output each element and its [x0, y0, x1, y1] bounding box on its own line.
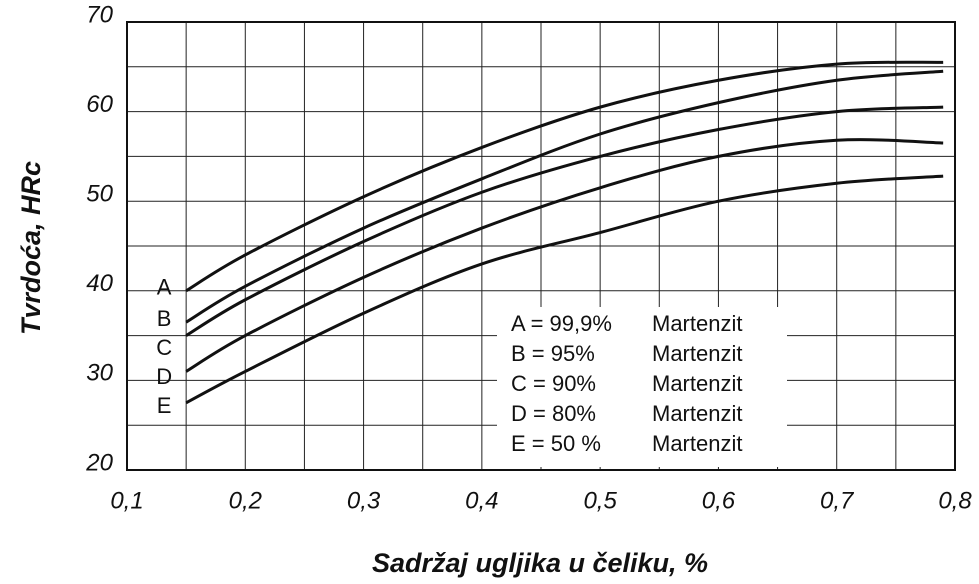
legend-key: B = 95% [511, 341, 595, 366]
curve-label: D [156, 364, 172, 389]
y-tick-label: 30 [86, 360, 113, 387]
legend-key: E = 50 % [511, 431, 601, 456]
curve-label: A [157, 275, 172, 300]
curve-label: B [157, 306, 172, 331]
legend-key: C = 90% [511, 371, 596, 396]
y-tick-label: 60 [86, 91, 113, 118]
line-series [185, 69, 944, 324]
legend-text: Martenzit [652, 311, 742, 336]
legend-text: Martenzit [652, 371, 742, 396]
curve-label: E [157, 393, 172, 418]
y-tick-label: 50 [86, 181, 113, 208]
line-series [185, 174, 944, 405]
x-tick-label: 0,7 [820, 487, 855, 514]
legend-key: A = 99,9% [511, 311, 612, 336]
y-tick-label: 20 [85, 449, 113, 476]
legend-text: Martenzit [652, 341, 742, 366]
plot-frame [126, 21, 956, 471]
y-tick-label: 40 [86, 270, 113, 297]
x-tick-label: 0,5 [583, 487, 617, 514]
x-tick-label: 0,1 [110, 487, 143, 514]
legend-text: Martenzit [652, 401, 742, 426]
x-tick-label: 0,4 [465, 487, 498, 514]
x-tick-label: 0,8 [938, 487, 972, 514]
line-series [185, 105, 944, 337]
line-series [185, 60, 944, 293]
x-tick-label: 0,2 [229, 487, 262, 514]
legend-text: Martenzit [652, 431, 742, 456]
legend-key: D = 80% [511, 401, 596, 426]
legend-box [497, 307, 787, 467]
line-series [185, 138, 944, 373]
x-tick-label: 0,6 [702, 487, 736, 514]
x-tick-label: 0,3 [347, 487, 381, 514]
y-tick-label: 70 [86, 1, 113, 28]
x-axis-title: Sadržaj ugljika u čeliku, % [372, 548, 708, 578]
y-axis-title: Tvrdoća, HRc [16, 161, 46, 335]
curve-label: C [156, 335, 172, 360]
